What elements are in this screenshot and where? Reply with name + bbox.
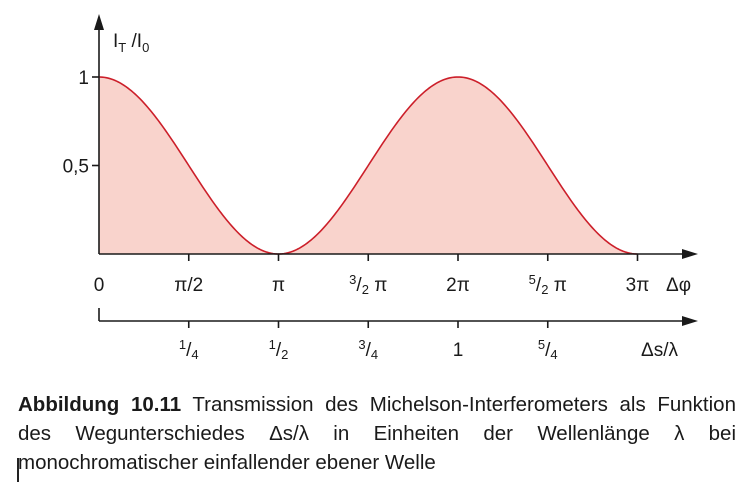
phase-tick-label: 3/2 π (349, 272, 387, 297)
phase-tick-label: π (272, 275, 285, 296)
phase-tick-label: π/2 (174, 275, 203, 296)
y-tick-label: 0,5 (63, 157, 89, 178)
phase-tick-label: 5/2 π (529, 272, 567, 297)
y-ticks: 10,5 (63, 68, 99, 178)
phase-axis-label: Δφ (666, 275, 691, 296)
caption-label: Abbildung 10.11 (18, 393, 182, 416)
phase-axis-arrow-icon (682, 249, 698, 259)
phase-tick-label: 0 (94, 275, 105, 296)
path-tick-label: 3/4 (358, 337, 378, 362)
path-tick-label: 1 (453, 340, 464, 361)
interference-chart: 10,5 0 π/2 π 3/2 π 2π 5/2 π 3π 1/41/23/4 1 5/4 I… (63, 14, 698, 362)
phase-axis-ticks: 0 π/2 π 3/2 π 2π 5/2 π 3π (94, 254, 650, 297)
y-axis-label: IT /I0 (113, 31, 149, 55)
phase-tick-label: 2π (446, 275, 470, 296)
path-axis-label: Δs/λ (641, 340, 678, 361)
path-axis-ticks: 1/4 1/2 3/4 1 5/4 (179, 321, 558, 362)
phase-tick-label: 3π (626, 275, 650, 296)
transmission-curve (98, 76, 638, 255)
y-tick-label: 1 (78, 68, 89, 89)
y-axis-arrow-icon (94, 14, 104, 30)
figure-caption: Abbildung 10.11 Transmission des Michels… (18, 390, 736, 477)
path-axis-arrow-icon (682, 316, 698, 326)
text-cursor (17, 458, 19, 482)
path-tick-label: 1/4 (179, 337, 199, 362)
path-tick-label: 5/4 (538, 337, 558, 362)
caption-text: Transmission des Michelson-Interferomete… (18, 393, 736, 474)
path-tick-label: 1/2 (269, 337, 289, 362)
chart-axes (94, 14, 698, 326)
